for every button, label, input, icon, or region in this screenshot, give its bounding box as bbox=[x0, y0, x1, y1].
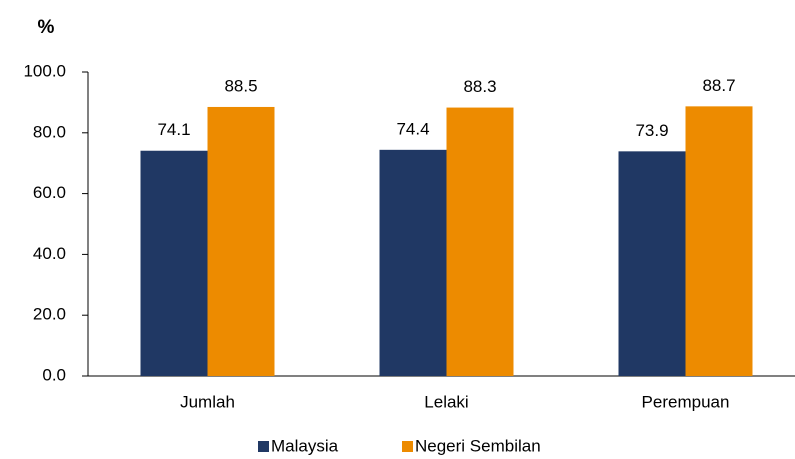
data-label: 74.1 bbox=[157, 120, 190, 139]
y-tick-label: 0.0 bbox=[42, 365, 66, 384]
bar bbox=[207, 106, 275, 377]
bar bbox=[685, 106, 753, 377]
data-label: 73.9 bbox=[635, 121, 668, 140]
y-tick-label: 40.0 bbox=[33, 244, 66, 263]
data-label: 88.7 bbox=[702, 76, 735, 95]
y-tick-label: 20.0 bbox=[33, 305, 66, 324]
x-tick-label: Lelaki bbox=[424, 392, 468, 411]
legend-label: Negeri Sembilan bbox=[415, 436, 541, 455]
chart-title: % bbox=[38, 17, 55, 38]
data-label: 74.4 bbox=[396, 119, 429, 138]
legend-swatch bbox=[402, 441, 413, 452]
x-tick-label: Jumlah bbox=[180, 392, 235, 411]
bar bbox=[140, 150, 208, 376]
x-tick-label: Perempuan bbox=[642, 392, 730, 411]
bar bbox=[379, 149, 447, 376]
y-tick-label: 80.0 bbox=[33, 122, 66, 141]
bar bbox=[618, 151, 686, 376]
y-tick-label: 100.0 bbox=[23, 61, 66, 80]
legend-label: Malaysia bbox=[271, 436, 339, 455]
legend-swatch bbox=[258, 441, 269, 452]
y-tick-label: 60.0 bbox=[33, 183, 66, 202]
bar bbox=[446, 107, 514, 377]
data-label: 88.5 bbox=[224, 76, 257, 95]
data-label: 88.3 bbox=[463, 77, 496, 96]
